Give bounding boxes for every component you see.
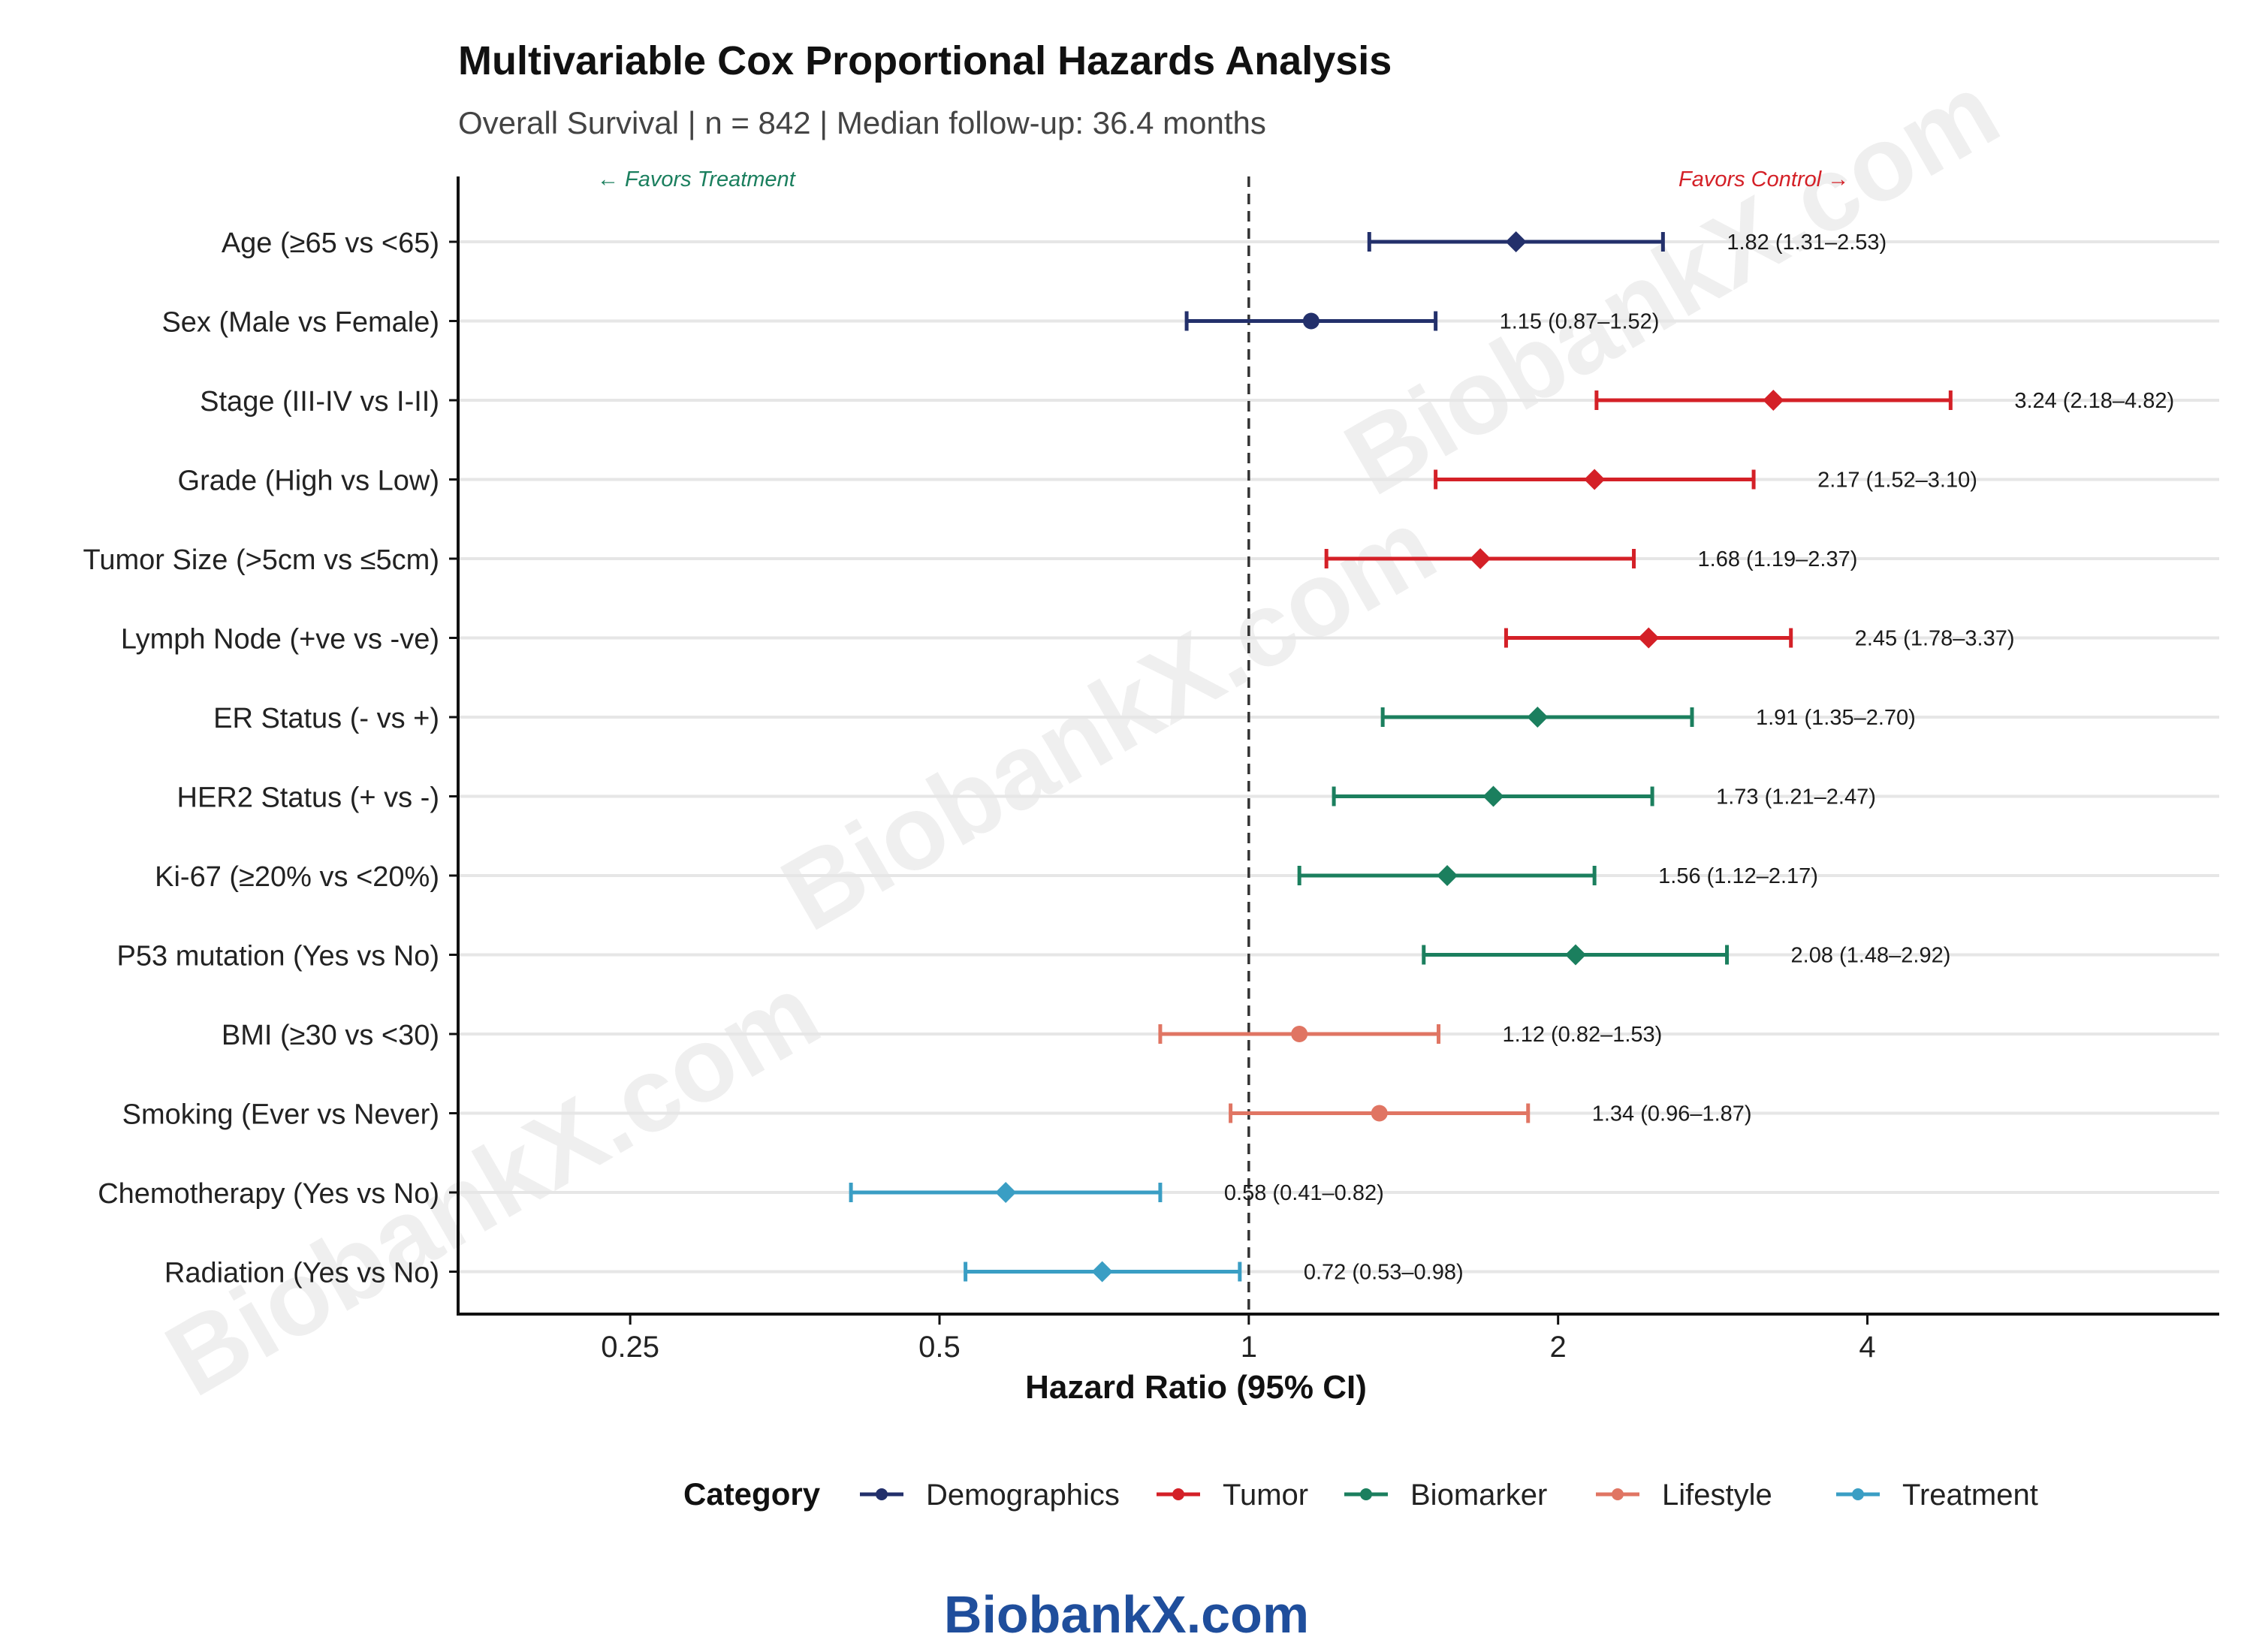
x-tick-label: 4	[1859, 1331, 1875, 1364]
row-label: P53 mutation (Yes vs No)	[117, 941, 439, 972]
forest-row: 1.73 (1.21–2.47)	[1332, 785, 1876, 809]
point-estimate	[1437, 865, 1458, 886]
watermark-text: BiobankX.com	[762, 486, 1454, 953]
row-label: Tumor Size (>5cm vs ≤5cm)	[83, 544, 439, 576]
row-label: Chemotherapy (Yes vs No)	[98, 1178, 439, 1210]
hr-label: 0.72 (0.53–0.98)	[1304, 1261, 1464, 1285]
legend-item: Demographics	[860, 1479, 1120, 1512]
legend-swatch-point	[1360, 1488, 1372, 1500]
row-label: Sex (Male vs Female)	[161, 307, 439, 339]
footer-brand: BiobankX.com	[943, 1585, 1310, 1644]
forest-row: 0.58 (0.41–0.82)	[849, 1181, 1384, 1205]
hr-label: 2.08 (1.48–2.92)	[1791, 944, 1951, 968]
favors-control-annotation: Favors Control →	[1678, 167, 1849, 191]
x-tick-label: 0.25	[601, 1331, 659, 1364]
row-label: Radiation (Yes vs No)	[164, 1258, 439, 1289]
point-estimate	[1371, 1105, 1388, 1122]
legend-title: Category	[683, 1476, 821, 1512]
row-label: Smoking (Ever vs Never)	[122, 1099, 439, 1131]
watermark-text: BiobankX.com	[1326, 50, 2017, 517]
forest-row: 1.91 (1.35–2.70)	[1380, 706, 1916, 730]
legend-swatch-point	[1612, 1488, 1624, 1500]
point-estimate	[1302, 312, 1320, 330]
row-label: Lymph Node (+ve vs -ve)	[121, 624, 439, 656]
chart-subtitle: Overall Survival | n = 842 | Median foll…	[458, 105, 1266, 140]
point-estimate	[1505, 231, 1527, 252]
row-label: Stage (III-IV vs I-II)	[200, 386, 439, 418]
data-marks: 1.82 (1.31–2.53) 1.15 (0.87–1.52) 3.24 (2.…	[849, 231, 2174, 1285]
forest-row: 1.15 (0.87–1.52)	[1184, 310, 1660, 334]
x-axis-title: Hazard Ratio (95% CI)	[1025, 1369, 1367, 1406]
forest-row: 3.24 (2.18–4.82)	[1594, 389, 2174, 413]
row-label: Age (≥65 vs <65)	[222, 228, 439, 259]
legend-label: Treatment	[1902, 1479, 2038, 1512]
hr-label: 1.56 (1.12–2.17)	[1658, 864, 1818, 888]
forest-row: 2.17 (1.52–3.10)	[1434, 469, 1977, 493]
legend-item: Tumor	[1157, 1479, 1308, 1512]
row-label: Grade (High vs Low)	[178, 466, 439, 497]
hr-label: 3.24 (2.18–4.82)	[2014, 389, 2174, 413]
hr-label: 1.12 (0.82–1.53)	[1503, 1023, 1663, 1047]
hr-label: 1.82 (1.31–2.53)	[1727, 231, 1887, 255]
hr-label: 1.15 (0.87–1.52)	[1500, 310, 1660, 334]
gridlines	[458, 176, 2219, 1314]
legend-swatch-point	[876, 1488, 888, 1500]
hr-label: 2.45 (1.78–3.37)	[1855, 627, 2015, 651]
hr-label: 1.34 (0.96–1.87)	[1592, 1102, 1752, 1126]
legend-label: Biomarker	[1410, 1479, 1547, 1512]
favors-treatment-annotation: ← Favors Treatment	[597, 167, 797, 191]
legend-label: Demographics	[926, 1479, 1120, 1512]
x-tick-label: 1	[1241, 1331, 1257, 1364]
row-label: BMI (≥30 vs <30)	[222, 1020, 439, 1051]
forest-row: 2.08 (1.48–2.92)	[1422, 944, 1951, 968]
row-label: ER Status (- vs +)	[213, 703, 439, 734]
hr-label: 1.91 (1.35–2.70)	[1756, 706, 1916, 730]
forest-row: 1.68 (1.19–2.37)	[1324, 547, 1858, 571]
legend-swatch-point	[1852, 1488, 1864, 1500]
hr-label: 1.68 (1.19–2.37)	[1698, 547, 1858, 571]
point-estimate	[995, 1182, 1017, 1203]
row-label: HER2 Status (+ vs -)	[177, 782, 439, 814]
hr-label: 0.58 (0.41–0.82)	[1224, 1181, 1384, 1205]
x-tick-label: 0.5	[918, 1331, 961, 1364]
point-estimate	[1564, 944, 1586, 966]
chart-title: Multivariable Cox Proportional Hazards A…	[458, 38, 1392, 83]
forest-row: 1.12 (0.82–1.53)	[1158, 1023, 1663, 1047]
point-estimate	[1470, 548, 1491, 569]
x-tick-label: 2	[1550, 1331, 1567, 1364]
legend-swatch-point	[1172, 1488, 1184, 1500]
forest-row: 1.34 (0.96–1.87)	[1229, 1102, 1752, 1126]
point-estimate	[1638, 627, 1660, 649]
legend-item: Treatment	[1836, 1479, 2038, 1512]
point-estimate	[1091, 1261, 1113, 1283]
point-estimate	[1763, 390, 1784, 411]
axes: Age (≥65 vs <65) Sex (Male vs Female) Stag…	[83, 167, 2219, 1406]
forest-row: 1.56 (1.12–2.17)	[1297, 864, 1818, 888]
legend-label: Tumor	[1223, 1479, 1308, 1512]
point-estimate	[1482, 785, 1504, 807]
forest-row: 0.72 (0.53–0.98)	[964, 1261, 1464, 1285]
legend-label: Lifestyle	[1662, 1479, 1772, 1512]
hr-label: 1.73 (1.21–2.47)	[1716, 785, 1876, 809]
row-label: Ki-67 (≥20% vs <20%)	[155, 861, 439, 893]
forest-row: 1.82 (1.31–2.53)	[1367, 231, 1887, 255]
point-estimate	[1584, 469, 1606, 490]
legend-item: Lifestyle	[1596, 1479, 1772, 1512]
hr-label: 2.17 (1.52–3.10)	[1817, 469, 1977, 493]
forest-row: 2.45 (1.78–3.37)	[1504, 627, 2015, 651]
point-estimate	[1291, 1026, 1308, 1042]
legend-item: Biomarker	[1344, 1479, 1547, 1512]
legend: Category Demographics Tumor Biomarker Lifest…	[683, 1476, 2038, 1512]
point-estimate	[1527, 707, 1549, 728]
